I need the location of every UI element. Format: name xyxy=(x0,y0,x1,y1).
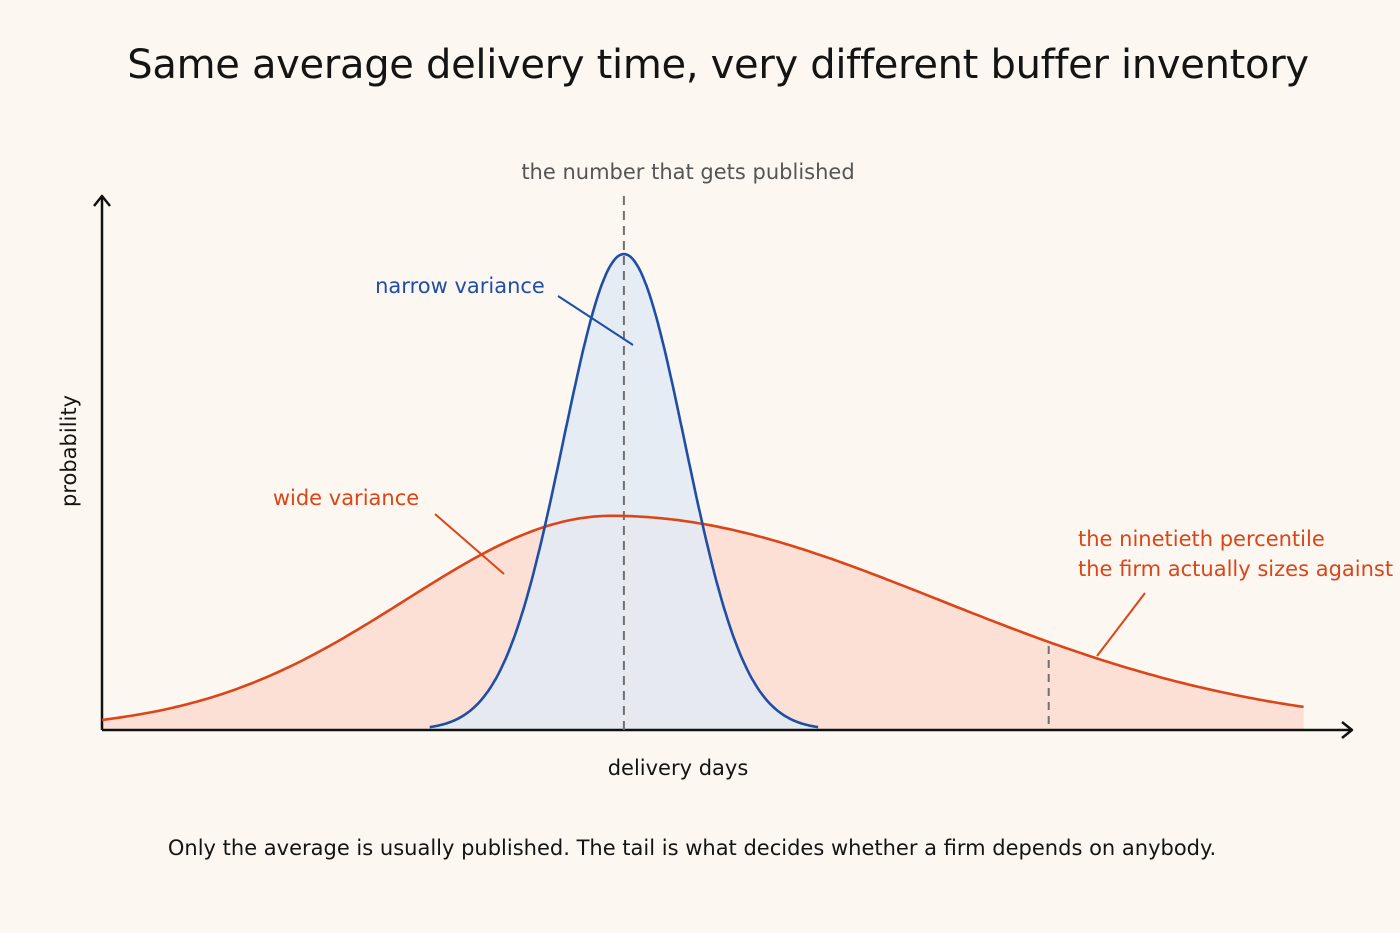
x-axis-arrow-icon xyxy=(1341,721,1354,739)
narrow-variance-label: narrow variance xyxy=(375,274,545,298)
narrow-variance-curve xyxy=(429,252,819,729)
percentile-leader xyxy=(1096,592,1146,657)
percentile-label-line-1: the ninetieth percentile xyxy=(1078,527,1325,551)
narrow-variance-fill xyxy=(429,254,819,730)
mean-marker-label: the number that gets published xyxy=(521,160,854,184)
y-axis-arrow-icon xyxy=(93,194,111,207)
chart-title: Same average delivery time, very differe… xyxy=(127,42,1309,88)
x-axis-label: delivery days xyxy=(608,756,749,780)
chart-caption: Only the average is usually published. T… xyxy=(167,836,1217,860)
wide-variance-label: wide variance xyxy=(273,486,419,510)
y-axis-label: probability xyxy=(57,395,81,507)
narrow-variance-leader xyxy=(557,295,634,346)
wide-variance-leader xyxy=(434,513,505,575)
percentile-label-line-2: the firm actually sizes against xyxy=(1078,557,1393,581)
